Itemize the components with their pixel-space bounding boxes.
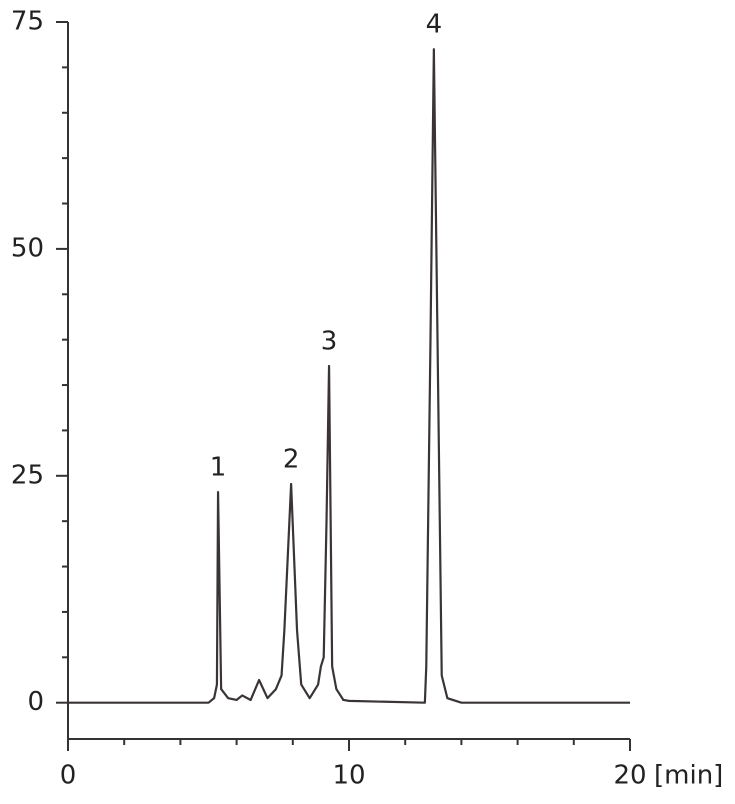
y-tick-label: 25 bbox=[11, 460, 44, 490]
x-tick-label: 10 bbox=[332, 761, 365, 791]
x-tick-label: 20 bbox=[613, 761, 646, 791]
peak-label: 1 bbox=[210, 453, 227, 483]
peak-label: 4 bbox=[426, 10, 443, 40]
x-tick-label: 0 bbox=[60, 761, 77, 791]
trace-line bbox=[68, 48, 630, 704]
peak-label: 3 bbox=[321, 326, 338, 356]
y-tick-label: 0 bbox=[27, 687, 44, 717]
x-axis-label: [min] bbox=[654, 761, 723, 791]
y-tick-label: 50 bbox=[11, 233, 44, 263]
y-tick-label: 75 bbox=[11, 7, 44, 37]
peak-label: 2 bbox=[283, 444, 300, 474]
